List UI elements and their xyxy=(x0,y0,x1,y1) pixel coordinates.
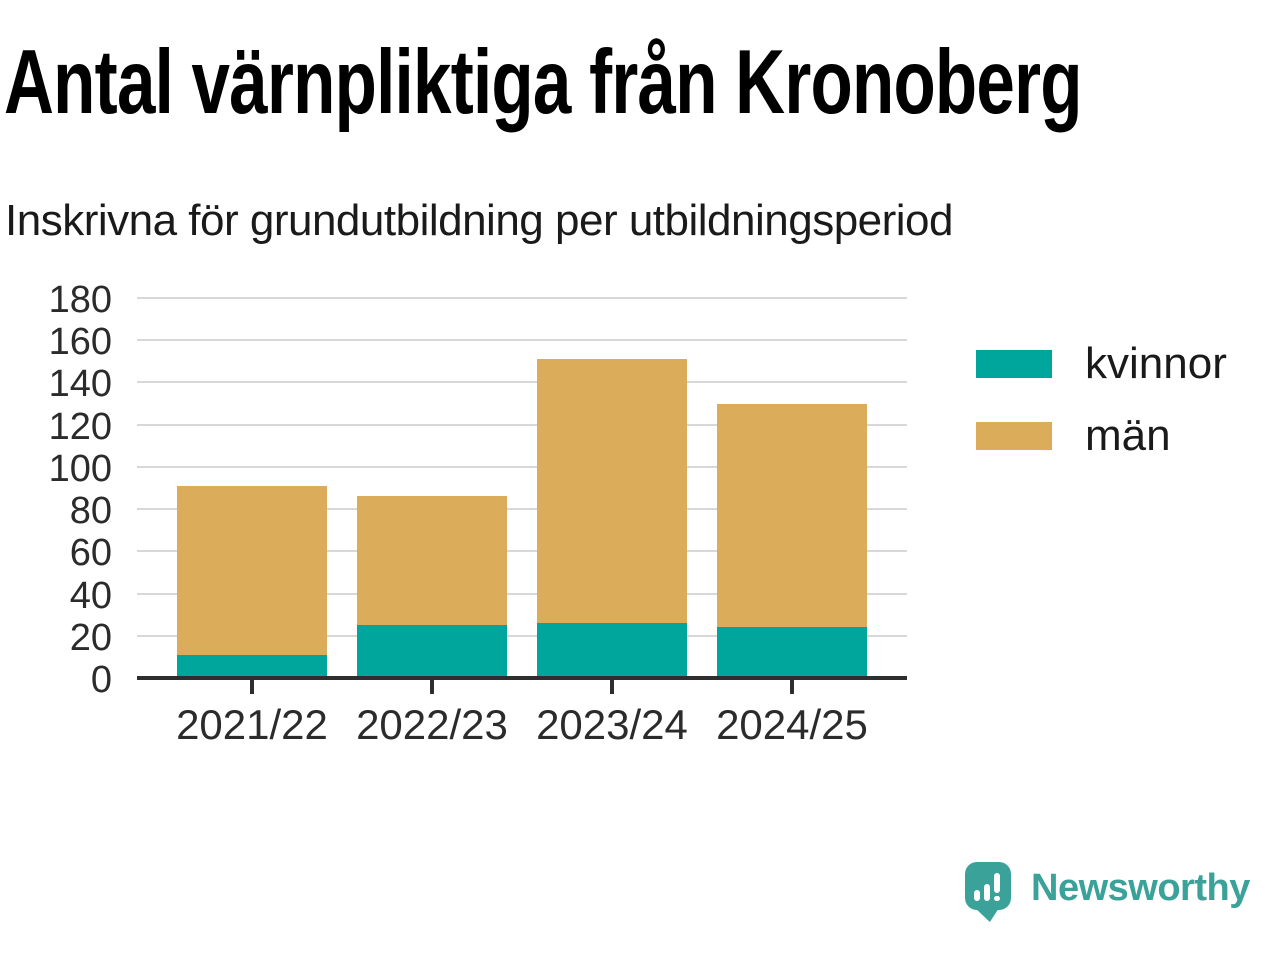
x-tick-label: 2021/22 xyxy=(176,701,328,748)
bar-segment-män-2021/22 xyxy=(177,485,327,655)
y-tick-label: 120 xyxy=(48,405,112,448)
x-tick-label: 2024/25 xyxy=(716,701,868,748)
logo-exclamation-dot xyxy=(994,896,1000,901)
gridline-y-60 xyxy=(137,550,907,553)
y-tick-label: 140 xyxy=(48,363,112,406)
legend: kvinnor män xyxy=(976,342,1227,486)
x-axis-line xyxy=(137,676,907,680)
chart-title: Antal värnpliktiga från Kronoberg xyxy=(4,32,1083,133)
gridline-y-160 xyxy=(137,339,907,342)
y-tick-label: 0 xyxy=(90,659,112,701)
y-tick-label: 40 xyxy=(69,574,112,617)
x-tick-mark xyxy=(430,680,434,694)
legend-item-kvinnor: kvinnor xyxy=(976,342,1227,386)
gridline-y-120 xyxy=(137,423,907,426)
logo-mini-bar-1 xyxy=(974,890,980,901)
y-tick-label: 20 xyxy=(69,616,112,659)
newsworthy-logo: Newsworthy xyxy=(965,862,1250,922)
bar-segment-män-2022/23 xyxy=(357,496,507,626)
newsworthy-logo-icon xyxy=(965,862,1011,922)
speech-bubble-tail xyxy=(975,908,999,922)
logo-exclamation-bar xyxy=(994,873,1000,893)
y-tick-label: 80 xyxy=(69,490,112,533)
gridline-y-140 xyxy=(137,381,907,384)
legend-swatch-män xyxy=(976,422,1052,450)
bar-segment-män-2023/24 xyxy=(537,359,687,624)
x-tick-mark xyxy=(790,680,794,694)
y-tick-label: 60 xyxy=(69,532,112,575)
x-tick-label: 2023/24 xyxy=(536,701,688,748)
legend-label: män xyxy=(1085,411,1171,460)
gridline-y-40 xyxy=(137,592,907,595)
legend-label: kvinnor xyxy=(1085,339,1227,388)
x-tick-label: 2022/23 xyxy=(356,701,508,748)
gridline-y-20 xyxy=(137,634,907,637)
chart-subtitle: Inskrivna för grundutbildning per utbild… xyxy=(5,196,954,245)
gridline-y-180 xyxy=(137,297,907,299)
legend-swatch-kvinnor xyxy=(976,350,1052,378)
y-tick-label: 180 xyxy=(48,279,112,321)
bar-segment-kvinnor-2021/22 xyxy=(177,654,327,678)
newsworthy-logo-text: Newsworthy xyxy=(1031,867,1250,909)
bar-segment-kvinnor-2023/24 xyxy=(537,623,687,678)
y-tick-label: 160 xyxy=(48,321,112,364)
logo-mini-bar-2 xyxy=(984,884,990,901)
gridline-y-100 xyxy=(137,465,907,468)
bar-segment-kvinnor-2022/23 xyxy=(357,625,507,678)
y-tick-label: 100 xyxy=(48,447,112,490)
x-tick-mark xyxy=(250,680,254,694)
bar-segment-kvinnor-2024/25 xyxy=(717,627,867,678)
legend-item-män: män xyxy=(976,414,1227,458)
gridline-y-80 xyxy=(137,508,907,511)
bar-segment-män-2024/25 xyxy=(717,403,867,628)
x-tick-mark xyxy=(610,680,614,694)
